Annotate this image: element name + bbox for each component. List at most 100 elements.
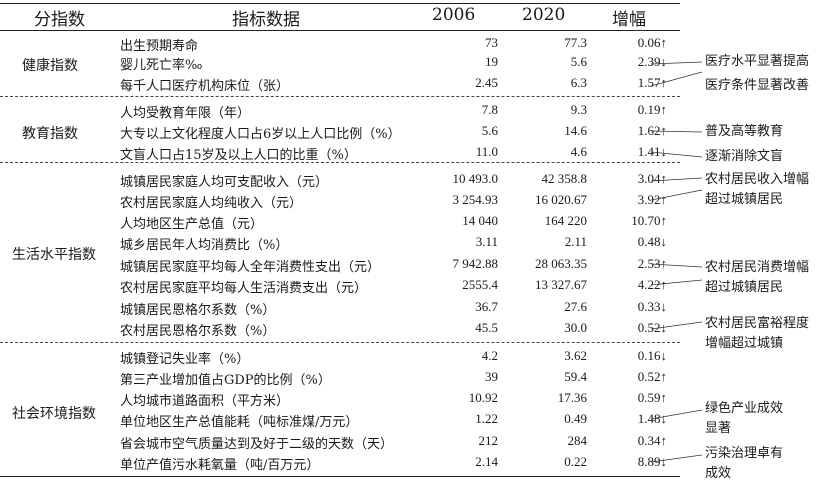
value-2006: 7.8: [481, 102, 498, 117]
header-rule: [0, 30, 680, 31]
value-2020: 284: [567, 433, 588, 448]
annotation-note: 医疗水平显著提高: [705, 54, 810, 69]
section-divider: [0, 342, 680, 343]
value-2006: 5.6: [481, 123, 498, 138]
category-label: 生活水平指数: [12, 247, 96, 263]
indicator-name: 省会城市空气质量达到及好于二级的天数（天）: [120, 437, 394, 452]
value-2006: 7 942.88: [452, 256, 499, 271]
indicator-name: 城镇居民家庭人均可支配收入（元）: [120, 175, 329, 190]
indicator-name: 城镇登记失业率（%）: [120, 352, 250, 367]
leader-line: [650, 151, 703, 158]
indicator-name: 大专以上文化程度人口占6岁以上人口比例（%）: [120, 127, 401, 142]
leader-line: [650, 189, 703, 201]
section-divider: [0, 162, 680, 163]
value-2006: 212: [478, 433, 499, 448]
header-change: 增幅: [612, 10, 646, 30]
value-2006: 3.11: [475, 234, 498, 249]
header-2020: 2020: [522, 5, 566, 25]
value-2020: 2.11: [564, 234, 587, 249]
annotation-note: 农村居民消费增幅 超过城镇居民: [705, 260, 810, 295]
change-value: 1.41↓: [637, 144, 667, 159]
value-2006: 2.14: [475, 454, 498, 469]
header-category: 分指数: [34, 10, 85, 30]
value-2006: 73: [485, 35, 498, 50]
table-bottom-rule: [0, 476, 680, 477]
indicator-name: 文盲人口占15岁及以上人口的比重（%）: [120, 148, 357, 163]
indicator-name: 人均城市道路面积（平方米）: [120, 394, 290, 409]
value-2020: 6.3: [570, 75, 587, 90]
change-value: 0.06↑: [637, 35, 667, 50]
value-2006: 10.92: [468, 390, 498, 405]
value-2020: 30.0: [564, 320, 587, 335]
change-value: 1.57↑: [637, 75, 667, 90]
value-2020: 9.3: [570, 102, 587, 117]
value-2020: 13 327.67: [535, 277, 587, 292]
annotation-note: 污染治理卓有 成效: [705, 446, 784, 481]
indicator-name: 人均地区生产总值（元）: [120, 217, 264, 232]
indicator-name: 单位产值污水耗氧量（吨/百万元）: [120, 458, 320, 473]
indicator-name: 单位地区生产总值能耗（吨标准煤/万元）: [120, 415, 359, 430]
change-value: 0.52↓: [637, 320, 667, 335]
value-2006: 1.22: [475, 411, 498, 426]
leader-line: [650, 130, 703, 133]
leader-line: [650, 177, 703, 182]
annotation-note: 医疗条件显著改善: [705, 78, 810, 93]
indicator-name: 每千人口医疗机构床位（张）: [120, 79, 290, 94]
change-value: 3.04↑: [637, 171, 667, 186]
change-value: 0.48↓: [637, 234, 667, 249]
table-top-rule: [0, 3, 680, 4]
indicator-name: 农村居民恩格尔系数（%）: [120, 324, 276, 339]
value-2020: 4.6: [570, 144, 587, 159]
leader-line: [650, 279, 703, 286]
value-2020: 14.6: [564, 123, 587, 138]
indicator-name: 人均受教育年限（年）: [120, 106, 251, 121]
change-value: 0.19↑: [637, 102, 667, 117]
header-2006: 2006: [432, 5, 476, 25]
value-2006: 19: [485, 54, 498, 69]
change-value: 0.16↓: [637, 348, 667, 363]
value-2020: 42 358.8: [541, 171, 588, 186]
indicator-name: 城乡居民年人均消费比（%）: [120, 238, 289, 253]
leader-line: [650, 454, 703, 463]
value-2020: 0.22: [564, 454, 587, 469]
value-2020: 0.49: [564, 411, 587, 426]
value-2020: 28 063.35: [535, 256, 587, 271]
change-value: 2.53↑: [637, 256, 667, 271]
value-2006: 3 254.93: [452, 192, 499, 207]
change-value: 0.59↑: [637, 390, 667, 405]
value-2006: 45.5: [475, 320, 498, 335]
value-2006: 2555.4: [462, 277, 498, 292]
change-value: 0.34↑: [637, 433, 667, 448]
indicator-name: 婴儿死亡率‰: [120, 58, 203, 73]
indicator-name: 农村居民家庭平均每人生活消费支出（元）: [120, 281, 368, 296]
leader-line: [650, 71, 703, 87]
value-2006: 10 493.0: [452, 171, 499, 186]
annotation-note: 农村居民富裕程度 增幅超过城镇: [705, 316, 810, 351]
change-value: 2.39↓: [637, 54, 667, 69]
indicator-name: 城镇居民家庭平均每人全年消费性支出（元）: [120, 260, 381, 275]
leader-line: [650, 263, 703, 268]
category-label: 社会环境指数: [12, 406, 96, 422]
value-2020: 59.4: [564, 369, 587, 384]
indicator-name: 城镇居民恩格尔系数（%）: [120, 303, 276, 318]
value-2020: 27.6: [564, 299, 587, 314]
leader-line: [650, 409, 703, 420]
change-value: 0.33↓: [637, 299, 667, 314]
value-2006: 36.7: [475, 299, 498, 314]
leader-line: [650, 321, 703, 330]
indicator-name: 出生预期寿命: [120, 39, 199, 54]
indicator-name: 第三产业增加值占GDP的比例（%）: [120, 373, 331, 388]
change-value: 1.62↑: [637, 123, 667, 138]
value-2006: 2.45: [475, 75, 498, 90]
value-2020: 16 020.67: [535, 192, 587, 207]
change-value: 0.52↑: [637, 369, 667, 384]
value-2006: 11.0: [475, 144, 498, 159]
header-indicator: 指标数据: [232, 10, 300, 30]
annotation-note: 逐渐消除文盲: [705, 149, 784, 164]
value-2020: 5.6: [570, 54, 587, 69]
value-2020: 77.3: [564, 35, 587, 50]
leader-line: [650, 61, 703, 65]
value-2006: 39: [485, 369, 498, 384]
